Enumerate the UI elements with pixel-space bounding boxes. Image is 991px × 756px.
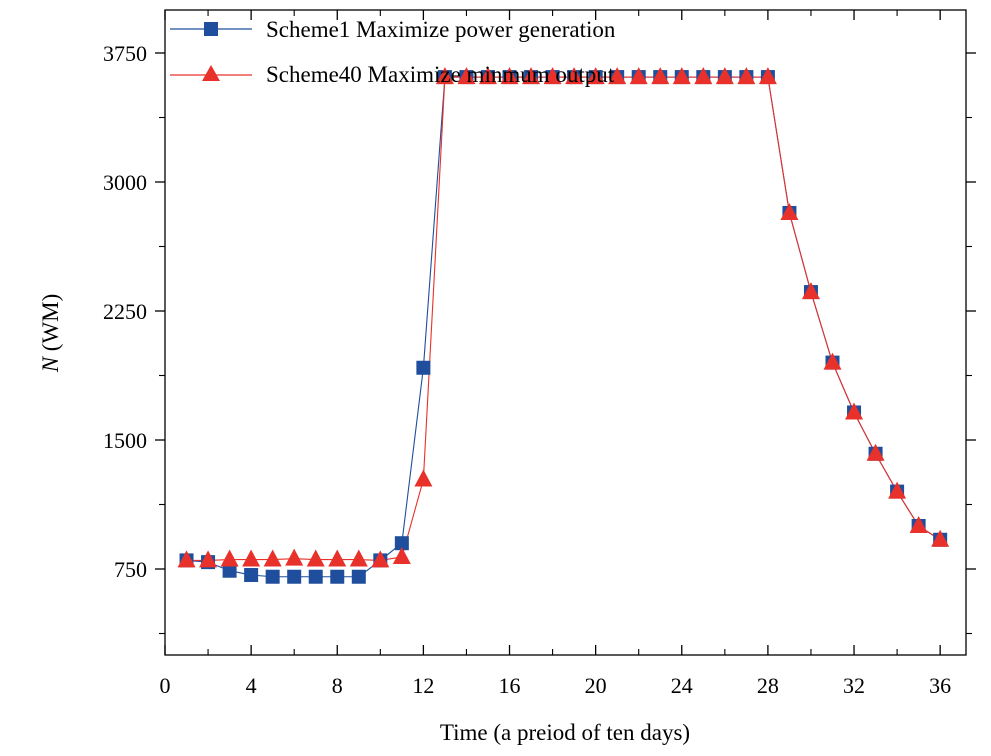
series-line-2 — [186, 76, 941, 561]
series2-point — [629, 67, 648, 85]
series2-point — [306, 549, 325, 567]
series2-point — [672, 67, 691, 85]
y-tick-label: 750 — [114, 557, 147, 582]
series1-point — [244, 568, 259, 583]
series2-point — [349, 549, 368, 567]
series2-point — [586, 67, 605, 85]
legend: Scheme1 Maximize power generation Scheme… — [170, 17, 616, 87]
series1-point — [394, 536, 409, 551]
series-lines — [186, 76, 941, 578]
y-tick-label: 2250 — [103, 299, 147, 324]
series2-point — [328, 549, 347, 567]
series2-point — [909, 516, 928, 533]
series2-point — [242, 549, 261, 567]
y-axis-title: N (WM) — [38, 294, 63, 374]
series2-point — [500, 67, 519, 85]
series2-point — [866, 443, 885, 461]
y-tick-label: 1500 — [103, 428, 147, 453]
series2-point — [694, 67, 713, 85]
series2-point — [522, 67, 541, 85]
series2-point — [888, 481, 907, 499]
x-tick-label: 20 — [585, 673, 607, 698]
series2-point — [392, 546, 411, 564]
series2-point — [414, 469, 433, 487]
series2-point — [285, 548, 304, 566]
x-axis-title: Time (a preiod of ten days) — [440, 720, 690, 745]
series2-point — [780, 202, 799, 220]
x-tick-label: 32 — [843, 673, 865, 698]
series2-point — [543, 67, 562, 85]
series2-point — [715, 67, 734, 85]
x-tick-label: 24 — [671, 673, 693, 698]
series2-point — [457, 67, 476, 85]
legend-label-scheme40: Scheme40 Maximize minmum output — [266, 62, 615, 87]
plot-frame — [164, 9, 967, 656]
series2-point — [371, 550, 390, 568]
series1-point — [222, 563, 237, 578]
x-tick-label: 36 — [929, 673, 951, 698]
series2-point — [931, 529, 950, 547]
series2-point — [435, 67, 454, 85]
series2-point — [220, 549, 239, 567]
series2-point — [608, 67, 627, 85]
series1-point — [416, 360, 431, 375]
x-tick-label: 12 — [412, 673, 434, 698]
x-tick-label: 0 — [160, 673, 171, 698]
series2-point — [177, 550, 196, 568]
axis-ticks — [155, 10, 976, 655]
y-axis-title-symbol: N — [38, 355, 63, 373]
series-line-1 — [186, 76, 941, 578]
x-tick-label: 28 — [757, 673, 779, 698]
y-tick-label: 3750 — [103, 41, 147, 66]
series-markers — [177, 67, 950, 584]
series2-point — [758, 67, 777, 85]
series2-point — [263, 549, 282, 567]
legend-marker-scheme40 — [202, 65, 220, 81]
y-axis-title-unit: (WM) — [38, 294, 63, 357]
x-tick-label: 16 — [499, 673, 521, 698]
series2-point — [565, 67, 584, 85]
series2-point — [199, 550, 218, 568]
series1-point — [287, 569, 302, 584]
series2-point — [801, 282, 820, 300]
x-tick-label: 4 — [246, 673, 257, 698]
series2-point — [845, 402, 864, 420]
series2-point — [651, 67, 670, 85]
series1-point — [351, 569, 366, 584]
x-tick-label: 8 — [332, 673, 343, 698]
series2-point — [823, 352, 842, 370]
series1-point — [330, 569, 345, 584]
tick-labels: 0 4 8 12 16 20 24 28 32 36 750 1500 2250 3000 3750 — [103, 41, 951, 698]
legend-label-scheme1: Scheme1 Maximize power generation — [266, 17, 616, 42]
y-tick-label: 3000 — [103, 170, 147, 195]
series1-point — [265, 569, 280, 584]
series1-point — [308, 569, 323, 584]
series2-point — [478, 67, 497, 85]
series2-point — [737, 67, 756, 85]
legend-marker-scheme1 — [204, 22, 218, 36]
